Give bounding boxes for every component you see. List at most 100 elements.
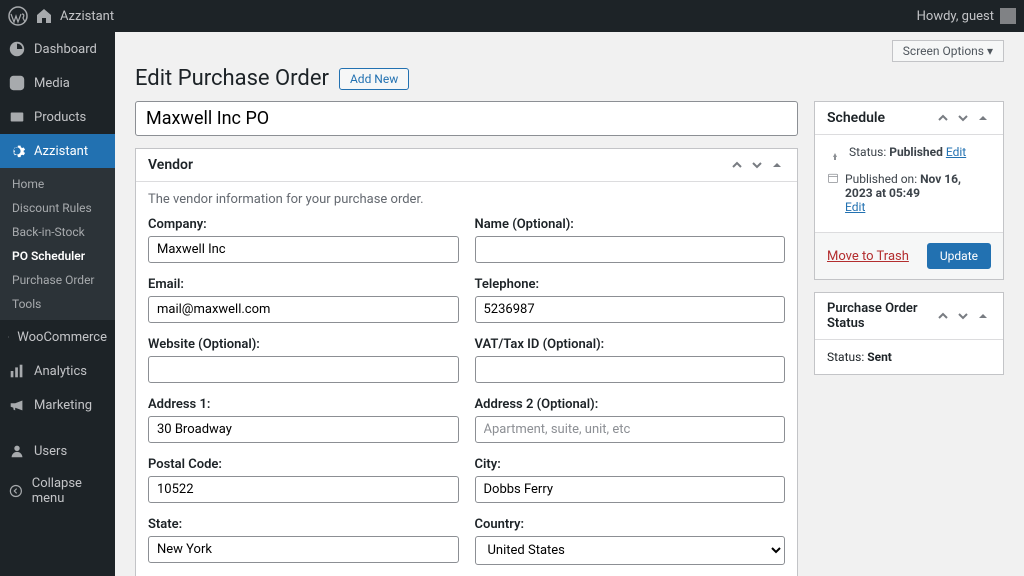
po-status-title: Purchase Order Status xyxy=(827,301,935,331)
dashboard-icon xyxy=(8,40,26,58)
sidebar-label: Products xyxy=(34,110,86,125)
screen-options-button[interactable]: Screen Options ▾ xyxy=(892,40,1004,62)
website-label: Website (Optional): xyxy=(148,337,459,352)
email-label: Email: xyxy=(148,277,459,292)
caret-up-icon[interactable] xyxy=(975,308,991,324)
po-status-panel: Purchase Order Status Status: Sent xyxy=(814,292,1004,375)
website-input[interactable] xyxy=(148,356,459,383)
status-row: Status: Published Edit xyxy=(827,145,991,164)
main-column: Vendor The vendor information for your p… xyxy=(135,101,798,576)
edit-status-link[interactable]: Edit xyxy=(946,145,966,159)
sidebar-label: WooCommerce xyxy=(17,330,107,345)
sidebar-sub-poscheduler[interactable]: PO Scheduler xyxy=(0,244,115,268)
topbar-right: Howdy, guest xyxy=(917,8,1016,24)
howdy-text[interactable]: Howdy, guest xyxy=(917,9,994,24)
wordpress-logo-icon[interactable] xyxy=(8,6,28,26)
sidebar-submenu: Home Discount Rules Back-in-Stock PO Sch… xyxy=(0,168,115,320)
vendor-help: The vendor information for your purchase… xyxy=(148,192,785,207)
side-column: Schedule Status: Published Edit xyxy=(814,101,1004,576)
edit-date-link[interactable]: Edit xyxy=(845,200,865,214)
avatar[interactable] xyxy=(1000,8,1016,24)
address2-input[interactable] xyxy=(475,416,786,443)
city-label: City: xyxy=(475,457,786,472)
vendor-panel: Vendor The vendor information for your p… xyxy=(135,148,798,576)
vendor-panel-body: The vendor information for your purchase… xyxy=(136,182,797,576)
vendor-panel-head: Vendor xyxy=(136,149,797,182)
sidebar-item-azzistant[interactable]: Azzistant xyxy=(0,134,115,168)
chevron-up-icon[interactable] xyxy=(935,308,951,324)
site-name[interactable]: Azzistant xyxy=(60,9,114,24)
page-title: Edit Purchase Order xyxy=(135,66,329,91)
chevron-down-icon[interactable] xyxy=(955,308,971,324)
company-label: Company: xyxy=(148,217,459,232)
sidebar-item-users[interactable]: Users xyxy=(0,434,115,468)
panel-controls xyxy=(935,110,991,126)
add-new-button[interactable]: Add New xyxy=(339,68,409,90)
admin-topbar: Azzistant Howdy, guest xyxy=(0,0,1024,32)
chevron-up-icon[interactable] xyxy=(935,110,951,126)
sidebar-item-dashboard[interactable]: Dashboard xyxy=(0,32,115,66)
country-label: Country: xyxy=(475,517,786,532)
telephone-label: Telephone: xyxy=(475,277,786,292)
po-status-text: Status: Sent xyxy=(827,350,892,364)
sidebar-sub-backinstock[interactable]: Back-in-Stock xyxy=(0,220,115,244)
megaphone-icon xyxy=(8,396,26,414)
users-icon xyxy=(8,442,26,460)
media-icon xyxy=(8,74,26,92)
sidebar-label: Media xyxy=(34,76,70,91)
topbar-left: Azzistant xyxy=(8,6,114,26)
sidebar-sub-home[interactable]: Home xyxy=(0,172,115,196)
postal-input[interactable] xyxy=(148,476,459,503)
address1-input[interactable] xyxy=(148,416,459,443)
sidebar-sub-discount[interactable]: Discount Rules xyxy=(0,196,115,220)
schedule-title: Schedule xyxy=(827,110,885,126)
screen-options-wrap: Screen Options ▾ xyxy=(135,40,1004,62)
main-content: Screen Options ▾ Edit Purchase Order Add… xyxy=(115,32,1024,576)
gear-icon xyxy=(8,142,26,160)
schedule-body: Status: Published Edit Published on: Nov… xyxy=(815,135,1003,232)
sidebar-sub-tools[interactable]: Tools xyxy=(0,292,115,316)
home-icon[interactable] xyxy=(34,6,54,26)
status-text: Status: Published Edit xyxy=(849,145,966,159)
country-select[interactable]: United States xyxy=(475,536,786,565)
analytics-icon xyxy=(8,362,26,380)
state-label: State: xyxy=(148,517,459,532)
caret-up-icon[interactable] xyxy=(975,110,991,126)
move-trash-link[interactable]: Move to Trash xyxy=(827,249,909,264)
sidebar-item-marketing[interactable]: Marketing xyxy=(0,388,115,422)
sidebar-label: Dashboard xyxy=(34,42,97,57)
telephone-input[interactable] xyxy=(475,296,786,323)
sidebar-item-analytics[interactable]: Analytics xyxy=(0,354,115,388)
sidebar-label: Marketing xyxy=(34,398,92,413)
sidebar-item-products[interactable]: Products xyxy=(0,100,115,134)
pin-icon xyxy=(827,145,843,164)
published-row: Published on: Nov 16, 2023 at 05:49Edit xyxy=(827,172,991,214)
email-input[interactable] xyxy=(148,296,459,323)
caret-up-icon[interactable] xyxy=(769,157,785,173)
sidebar-label: Analytics xyxy=(34,364,87,379)
vendor-panel-title: Vendor xyxy=(148,157,193,173)
sidebar-item-woocommerce[interactable]: WooCommerce xyxy=(0,320,115,354)
admin-sidebar: Dashboard Media Products Azzistant Home … xyxy=(0,32,115,576)
vat-input[interactable] xyxy=(475,356,786,383)
post-title-input[interactable] xyxy=(135,101,798,136)
sidebar-item-media[interactable]: Media xyxy=(0,66,115,100)
chevron-up-icon[interactable] xyxy=(729,157,745,173)
sidebar-sub-purchaseorder[interactable]: Purchase Order xyxy=(0,268,115,292)
chevron-down-icon[interactable] xyxy=(955,110,971,126)
update-button[interactable]: Update xyxy=(927,243,991,269)
po-status-body: Status: Sent xyxy=(815,340,1003,374)
schedule-head: Schedule xyxy=(815,102,1003,135)
schedule-footer: Move to Trash Update xyxy=(815,232,1003,279)
products-icon xyxy=(8,108,26,126)
name-label: Name (Optional): xyxy=(475,217,786,232)
collapse-icon xyxy=(8,482,24,500)
name-input[interactable] xyxy=(475,236,786,263)
chevron-down-icon[interactable] xyxy=(749,157,765,173)
sidebar-collapse[interactable]: Collapse menu xyxy=(0,468,115,514)
state-input[interactable] xyxy=(148,536,459,563)
calendar-icon xyxy=(827,172,839,187)
page-header: Edit Purchase Order Add New xyxy=(135,66,1004,91)
city-input[interactable] xyxy=(475,476,786,503)
company-input[interactable] xyxy=(148,236,459,263)
